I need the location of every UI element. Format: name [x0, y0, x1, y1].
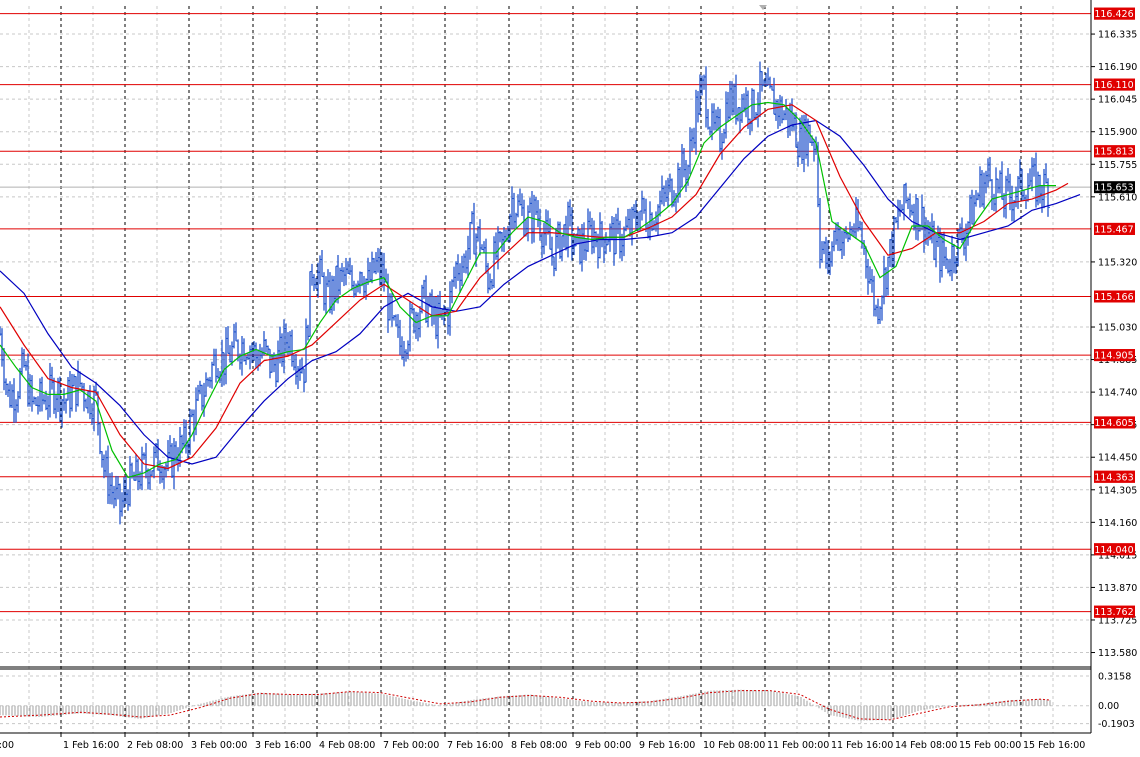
level-label-bg	[1094, 145, 1135, 158]
oscillator	[0, 689, 1051, 721]
y-tick-label: 114.015	[1098, 550, 1137, 561]
x-tick-label: 4 Feb 08:00	[319, 740, 375, 751]
y-tick-label: 116.190	[1098, 62, 1137, 73]
y-tick-label: 114.740	[1098, 388, 1137, 399]
level-label: 116.110	[1094, 80, 1133, 91]
y-tick-label: 116.335	[1098, 30, 1137, 41]
level-label-bg	[1094, 78, 1135, 91]
x-tick-label: 9 Feb 16:00	[639, 740, 695, 751]
level-label: 115.467	[1094, 224, 1133, 235]
y-tick-label: 114.450	[1098, 453, 1137, 464]
y-tick-label: 115.030	[1098, 323, 1137, 334]
osc-signal-line	[0, 690, 1051, 721]
ma-slow-line	[0, 119, 1081, 465]
level-label: 116.426	[1094, 9, 1133, 20]
x-tick-label: 15 Feb 16:00	[1023, 740, 1085, 751]
y-tick-label: 115.755	[1098, 160, 1137, 171]
level-label: 114.363	[1094, 472, 1133, 483]
x-tick-label: 3 Feb 00:00	[191, 740, 247, 751]
ma-mid-line	[0, 104, 1069, 470]
osc-y-tick-label: -0.1903	[1098, 719, 1135, 730]
x-tick-label: 11 Feb 00:00	[767, 740, 829, 751]
osc-y-tick-label: 0.3158	[1098, 672, 1131, 683]
y-tick-label: 115.320	[1098, 257, 1137, 268]
ma-fast-line	[0, 101, 1056, 479]
level-label: 114.605	[1094, 418, 1133, 429]
x-tick-label: 3 Feb 16:00	[255, 740, 311, 751]
level-label: 115.813	[1094, 147, 1133, 158]
y-tick-label: 113.870	[1098, 583, 1137, 594]
x-tick-label: 1 Feb 16:00	[63, 740, 119, 751]
level-label-bg	[1094, 222, 1135, 235]
level-label-bg	[1094, 349, 1135, 362]
y-tick-label: 116.045	[1098, 95, 1137, 106]
current-price-label: 115.653	[1094, 183, 1133, 194]
x-tick-label: 15 Feb 00:00	[959, 740, 1021, 751]
level-label: 114.040	[1094, 545, 1133, 556]
level-label: 113.762	[1094, 607, 1133, 618]
level-label-bg	[1094, 290, 1135, 303]
level-label-bg	[1094, 543, 1135, 556]
x-tick-label: :00	[0, 740, 14, 751]
osc-y-tick-label: 0.00	[1098, 701, 1119, 712]
x-tick-label: 8 Feb 08:00	[511, 740, 567, 751]
y-tick-label: 114.160	[1098, 518, 1137, 529]
axis-labels: 116.335 116.190 116.045 115.900 115.755 115.6…	[0, 7, 1137, 751]
level-label: 115.166	[1094, 292, 1133, 303]
level-label-bg	[1094, 7, 1135, 20]
axes	[0, 0, 1092, 734]
x-tick-label: 7 Feb 16:00	[447, 740, 503, 751]
y-tick-label: 115.900	[1098, 127, 1137, 138]
level-label-bg	[1094, 470, 1135, 483]
price-series	[0, 61, 1081, 525]
x-tick-label: 14 Feb 08:00	[895, 740, 957, 751]
x-tick-label: 2 Feb 08:00	[127, 740, 183, 751]
y-tick-label: 113.580	[1098, 648, 1137, 659]
x-tick-label: 7 Feb 00:00	[383, 740, 439, 751]
level-label-bg	[1094, 605, 1135, 618]
level-label: 114.905	[1094, 351, 1133, 362]
y-tick-label: 115.610	[1098, 192, 1137, 203]
scroll-marker-icon[interactable]	[759, 5, 767, 10]
grid	[0, 6, 1091, 733]
x-tick-label: 9 Feb 00:00	[575, 740, 631, 751]
level-label-bg	[1094, 416, 1135, 429]
y-tick-label: 113.725	[1098, 615, 1137, 626]
x-tick-label: 10 Feb 08:00	[703, 740, 765, 751]
x-tick-label: 11 Feb 16:00	[831, 740, 893, 751]
current-price-label-bg	[1094, 181, 1135, 194]
y-tick-label: 114.305	[1098, 485, 1137, 496]
